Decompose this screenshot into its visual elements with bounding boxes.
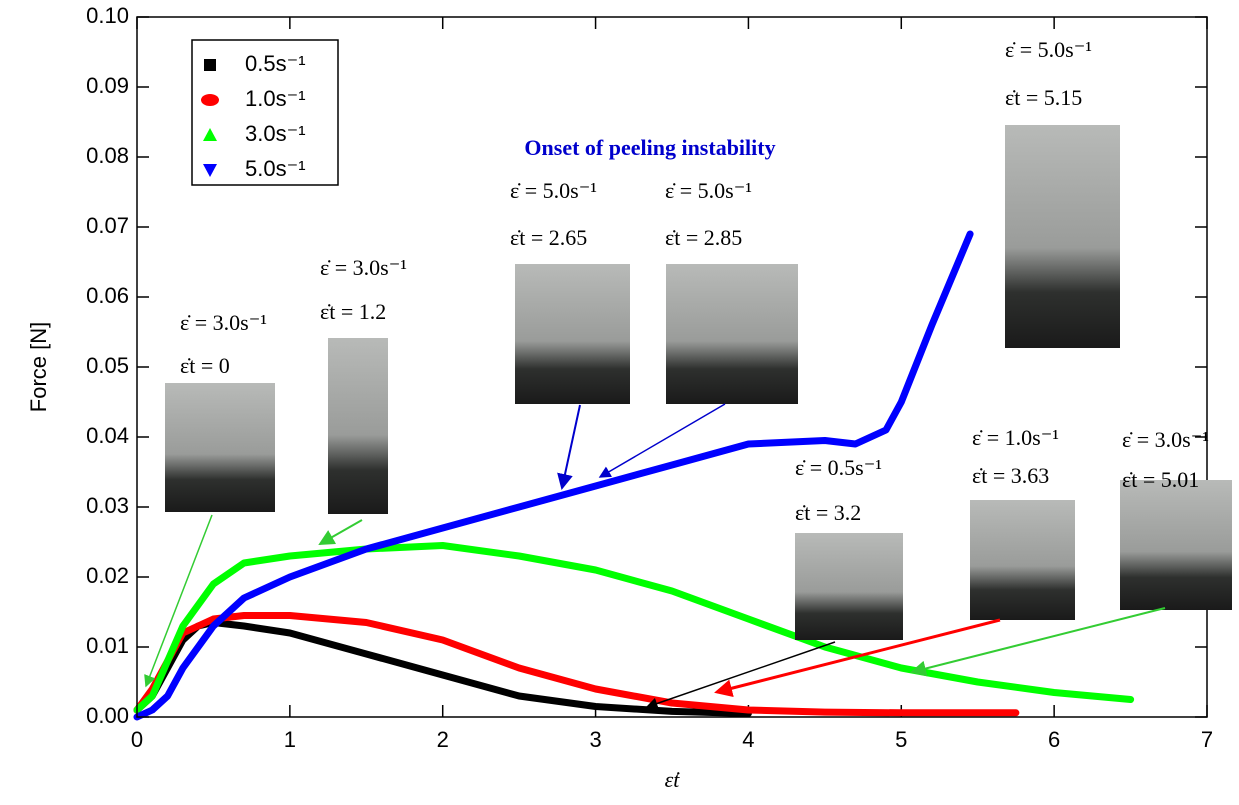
arrows xyxy=(144,403,1166,710)
time-label: ε̇t = 3.63 xyxy=(972,463,1049,488)
arrow xyxy=(318,519,363,545)
arrow xyxy=(645,641,836,710)
rate-label: ε̇ = 5.0s⁻¹ xyxy=(665,178,752,203)
y-tick-label: 0.06 xyxy=(86,283,129,308)
photo xyxy=(1005,125,1120,348)
arrow xyxy=(714,618,1001,698)
rate-label: ε̇ = 5.0s⁻¹ xyxy=(510,178,597,203)
photo-labels: ε̇ = 3.0s⁻¹ ε̇t = 0 ε̇ = 3.0s⁻¹ ε̇t = 1.… xyxy=(180,37,1209,525)
time-label: ε̇t = 0 xyxy=(180,353,230,378)
photo xyxy=(515,264,630,404)
legend-label: 0.5s⁻¹ xyxy=(245,51,306,76)
rate-label: ε̇ = 5.0s⁻¹ xyxy=(1005,37,1092,62)
y-tick-label: 0.04 xyxy=(86,423,129,448)
rate-label: ε̇ = 1.0s⁻¹ xyxy=(972,425,1059,450)
time-label: ε̇t = 2.65 xyxy=(510,225,587,250)
x-tick-label: 5 xyxy=(895,727,907,752)
legend-marker xyxy=(203,164,217,177)
y-axis-title: Force [N] xyxy=(26,322,51,412)
plot-frame xyxy=(136,16,1208,718)
time-label: ε̇t = 3.2 xyxy=(795,500,861,525)
y-tick-label: 0.08 xyxy=(86,143,129,168)
rate-label: ε̇ = 3.0s⁻¹ xyxy=(1122,427,1209,452)
x-tick-label: 6 xyxy=(1048,727,1060,752)
y-tick-label: 0.00 xyxy=(86,703,129,728)
photo xyxy=(165,383,275,512)
rate-label: ε̇ = 3.0s⁻¹ xyxy=(180,310,267,335)
time-label: ε̇t = 5.15 xyxy=(1005,85,1082,110)
time-label: ε̇t = 5.01 xyxy=(1122,467,1199,492)
photo xyxy=(328,338,388,514)
y-tick-label: 0.07 xyxy=(86,213,129,238)
legend-label: 1.0s⁻¹ xyxy=(245,86,306,111)
arrow xyxy=(910,607,1166,677)
photo xyxy=(970,500,1075,620)
y-tick-label: 0.02 xyxy=(86,563,129,588)
photo xyxy=(666,264,798,404)
x-tick-label: 1 xyxy=(284,727,296,752)
x-tick-label: 2 xyxy=(437,727,449,752)
x-tick-label: 7 xyxy=(1201,727,1213,752)
legend-label: 5.0s⁻¹ xyxy=(245,156,306,181)
x-tick-label: 4 xyxy=(742,727,754,752)
time-label: ε̇t = 1.2 xyxy=(320,299,386,324)
photo xyxy=(1120,480,1232,610)
arrow xyxy=(557,404,581,490)
photo xyxy=(795,533,903,640)
y-tick-label: 0.05 xyxy=(86,353,129,378)
time-label: ε̇t = 2.85 xyxy=(665,225,742,250)
rate-label: ε̇ = 3.0s⁻¹ xyxy=(320,255,407,280)
y-tick-label: 0.09 xyxy=(86,73,129,98)
series-line xyxy=(133,230,974,721)
rate-label: ε̇ = 0.5s⁻¹ xyxy=(795,455,882,480)
headline: Onset of peeling instability xyxy=(524,135,775,160)
legend-marker xyxy=(204,59,216,71)
legend: 0.5s⁻¹ 1.0s⁻¹ 3.0s⁻¹ 5.0s⁻¹ xyxy=(201,51,306,181)
x-tick-label: 0 xyxy=(131,727,143,752)
legend-marker xyxy=(201,94,219,106)
x-tick-label: 3 xyxy=(589,727,601,752)
x-axis-title: ε̇t xyxy=(665,767,681,792)
arrow xyxy=(598,403,726,478)
legend-marker xyxy=(203,128,217,141)
legend-box xyxy=(191,39,339,186)
arrow xyxy=(144,514,213,688)
y-tick-label: 0.03 xyxy=(86,493,129,518)
photos xyxy=(165,125,1232,640)
legend-label: 3.0s⁻¹ xyxy=(245,121,306,146)
y-tick-label: 0.01 xyxy=(86,633,129,658)
y-tick-label: 0.10 xyxy=(86,3,129,28)
